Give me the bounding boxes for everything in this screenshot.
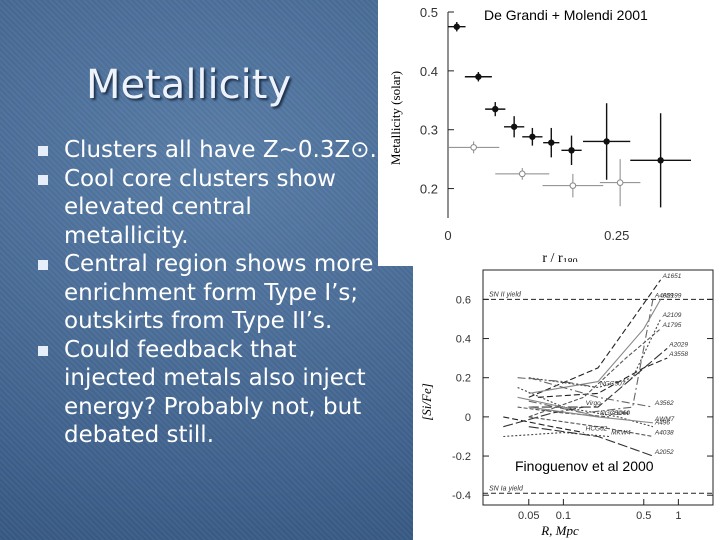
- cluster-label: A1060: [610, 410, 630, 417]
- bullet-text: Central region shows more enrichment for…: [64, 251, 374, 334]
- cluster-label: NGC507: [600, 381, 626, 388]
- reference-line-label: SN II yield: [489, 291, 522, 298]
- x-tick-label: 0: [444, 228, 451, 243]
- y-tick-label: -0.4: [452, 490, 471, 502]
- chart-credit: Finoguenov et al 2000: [515, 458, 654, 474]
- series-line: [503, 406, 584, 428]
- series-line: [528, 279, 662, 398]
- series-line: [528, 416, 653, 438]
- axes: -0.4 -0.2 0 0.2 0.4 0.6 0.05 0.1 0.5 1 SN II yield…: [452, 269, 714, 522]
- y-tick-label: 0.4: [456, 334, 471, 346]
- chart-credit: De Grandi + Molendi 2001: [484, 7, 648, 23]
- sife-chart: [Si/Fe] R, Mpc -0.4 -0.2 0 0.2 0.4 0.6 0.05 0.1…: [419, 269, 714, 538]
- bullet-text: Clusters all have Z~0.3Z⊙.: [64, 137, 377, 163]
- data-point-filled: [475, 73, 482, 80]
- series-line: [528, 406, 653, 424]
- series-line: [528, 347, 668, 408]
- data-point-open: [616, 179, 624, 186]
- metallicity-chart-panel: De Grandi + Molendi 2001 Metallicity (so…: [378, 0, 720, 266]
- data-points: [448, 22, 691, 208]
- metallicity-chart: De Grandi + Molendi 2001 Metallicity (so…: [388, 5, 691, 266]
- x-tick-label: 0.05: [518, 510, 539, 522]
- bullet-square-icon: [38, 260, 48, 270]
- plot-frame: [482, 269, 714, 506]
- cluster-label: AWM7: [654, 416, 675, 423]
- data-point-filled: [603, 138, 610, 145]
- y-tick-label: -0.2: [452, 451, 471, 463]
- y-tick-label: 0.3: [420, 123, 438, 138]
- y-axis-label: [Si/Fe]: [419, 383, 434, 421]
- data-point-open: [569, 182, 577, 189]
- series-line: [503, 431, 610, 438]
- cluster-label: Virgo: [586, 400, 601, 407]
- series-line: [517, 377, 599, 389]
- cluster-label: A2052: [654, 449, 674, 456]
- series-line: [528, 299, 662, 394]
- cluster-label: NGC5044: [600, 410, 629, 417]
- bullet-square-icon: [38, 345, 48, 356]
- cluster-label: A4038: [654, 429, 674, 436]
- cluster-label: A1795: [662, 322, 682, 329]
- cluster-label: A496: [654, 420, 671, 427]
- y-tick-label: 0.6: [456, 294, 471, 306]
- x-tick-label: 1: [675, 510, 681, 522]
- sife-chart-panel: [Si/Fe] R, Mpc -0.4 -0.2 0 0.2 0.4 0.6 0.05 0.1…: [413, 262, 720, 540]
- series-line: [528, 426, 654, 457]
- cluster-label: HCG62: [586, 426, 608, 433]
- x-tick-label: 0.25: [604, 228, 629, 243]
- bullet-item: Clusters all have Z~0.3Z⊙.: [38, 136, 378, 165]
- y-tick-label: 0.2: [456, 373, 471, 385]
- slide-title: Metallicity: [86, 62, 292, 108]
- data-point-filled: [568, 147, 575, 154]
- series-line: [528, 318, 662, 389]
- y-tick-label: 0: [465, 412, 471, 424]
- bullet-text: Could feedback that injected metals also…: [64, 336, 366, 449]
- series-line: [528, 377, 653, 408]
- data-point-filled: [510, 123, 518, 130]
- cluster-label: A4059: [654, 292, 674, 299]
- data-point-open: [470, 144, 477, 151]
- series-line: [537, 357, 668, 398]
- cluster-label: A2109: [662, 312, 682, 319]
- x-axis-label-subscript: 180: [563, 257, 578, 266]
- axes: 0.2 0.3 0.4 0.5 0 0.25: [420, 5, 629, 243]
- bullet-item: Could feedback that injected metals also…: [38, 336, 378, 450]
- series-line: [517, 406, 610, 418]
- y-axis-label: Metallicity (solar): [388, 71, 403, 165]
- cluster-label: A2199: [662, 292, 682, 299]
- y-tick-label: 0.5: [420, 5, 438, 20]
- x-tick-label: 0.1: [556, 510, 571, 522]
- series-lines: [503, 279, 668, 457]
- x-tick-label: 0.5: [636, 510, 651, 522]
- cluster-label: A3558: [668, 351, 688, 358]
- series-line: [503, 416, 584, 434]
- y-tick-label: 0.2: [420, 182, 438, 197]
- x-axis-label: R, Mpc: [540, 523, 579, 538]
- data-point-filled: [657, 157, 664, 164]
- bullet-text: Cool core clusters show elevated central…: [64, 165, 336, 249]
- series-line: [517, 396, 599, 418]
- reference-line-label: SN Ia yield: [489, 485, 524, 492]
- bullet-square-icon: [38, 174, 48, 185]
- bullet-item: Central region shows more enrichment for…: [38, 250, 378, 336]
- data-point-open: [518, 170, 526, 178]
- bullet-list: Clusters all have Z~0.3Z⊙. Cool core clu…: [38, 136, 378, 450]
- cluster-label: A1651: [662, 273, 682, 280]
- data-point-filled: [492, 105, 499, 113]
- bullet-square-icon: [38, 146, 48, 156]
- cluster-label: A3562: [654, 400, 674, 407]
- data-point-filled: [529, 133, 536, 140]
- cluster-label: MKW4: [611, 429, 631, 436]
- data-point-filled: [548, 139, 555, 146]
- cluster-label: A2029: [668, 341, 688, 348]
- data-point-filled: [453, 23, 460, 30]
- bullet-item: Cool core clusters show elevated central…: [38, 165, 378, 251]
- y-tick-label: 0.4: [420, 64, 438, 79]
- series-line: [528, 328, 661, 418]
